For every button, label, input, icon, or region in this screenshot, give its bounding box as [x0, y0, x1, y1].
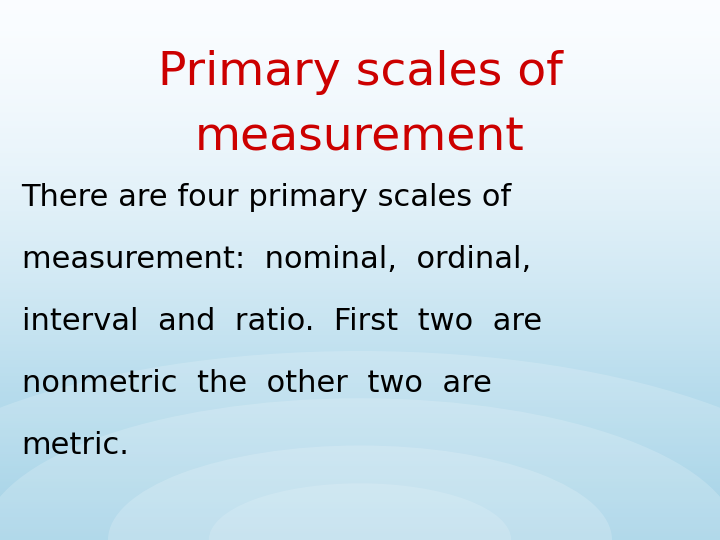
Text: measurement: measurement [195, 115, 525, 160]
Text: interval  and  ratio.  First  two  are: interval and ratio. First two are [22, 307, 541, 336]
Text: There are four primary scales of: There are four primary scales of [22, 183, 512, 212]
Ellipse shape [209, 483, 511, 540]
Ellipse shape [0, 351, 720, 540]
Text: nonmetric  the  other  two  are: nonmetric the other two are [22, 369, 492, 398]
Text: Primary scales of: Primary scales of [158, 50, 562, 96]
Text: measurement:  nominal,  ordinal,: measurement: nominal, ordinal, [22, 245, 531, 274]
Ellipse shape [0, 399, 720, 540]
Ellipse shape [108, 446, 612, 540]
Text: metric.: metric. [22, 431, 130, 460]
